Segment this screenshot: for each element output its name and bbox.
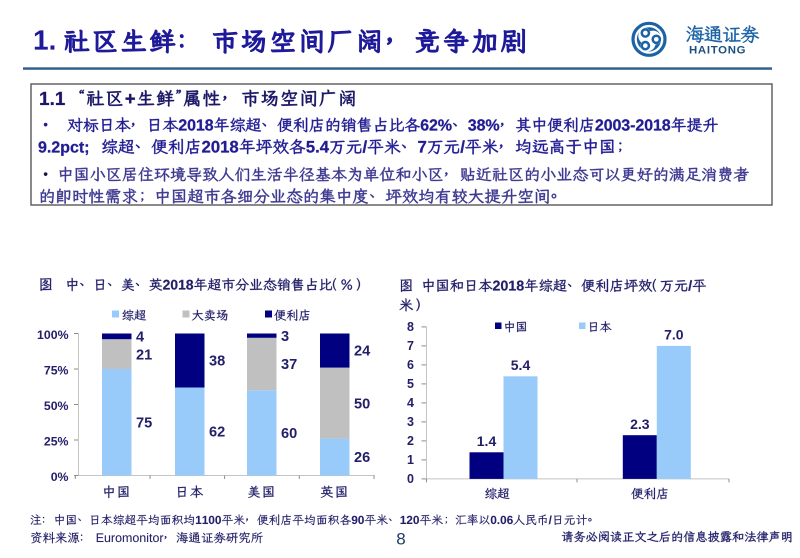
svg-text:75: 75: [136, 415, 152, 431]
svg-text:1.4: 1.4: [477, 433, 497, 449]
svg-text:25%: 25%: [44, 435, 69, 449]
svg-text:2: 2: [407, 434, 414, 448]
svg-text:4: 4: [136, 330, 145, 346]
svg-text:8: 8: [407, 320, 414, 334]
svg-text:38: 38: [209, 354, 225, 370]
svg-text:0%: 0%: [51, 470, 69, 484]
svg-text:7.0: 7.0: [664, 327, 684, 343]
svg-text:HAITONG: HAITONG: [689, 45, 746, 57]
svg-text:6: 6: [407, 358, 414, 372]
svg-text:21: 21: [136, 347, 152, 363]
svg-text:100%: 100%: [37, 328, 69, 342]
svg-text:5: 5: [407, 377, 414, 391]
svg-text:26: 26: [354, 450, 370, 466]
svg-text:24: 24: [354, 344, 371, 360]
svg-text:0: 0: [407, 472, 414, 486]
svg-text:7: 7: [407, 339, 414, 353]
svg-text:4: 4: [407, 396, 414, 410]
svg-text:8: 8: [396, 530, 405, 549]
svg-text:3: 3: [281, 329, 289, 345]
svg-text:62: 62: [209, 425, 225, 441]
svg-text:75%: 75%: [44, 364, 69, 378]
svg-text:5.4: 5.4: [511, 357, 531, 373]
svg-text:2.3: 2.3: [630, 416, 650, 432]
svg-text:50%: 50%: [44, 399, 69, 413]
svg-text:37: 37: [281, 357, 297, 373]
svg-text:60: 60: [281, 426, 297, 442]
svg-text:3: 3: [407, 415, 414, 429]
svg-text:1: 1: [407, 453, 414, 467]
svg-text:50: 50: [354, 396, 370, 412]
